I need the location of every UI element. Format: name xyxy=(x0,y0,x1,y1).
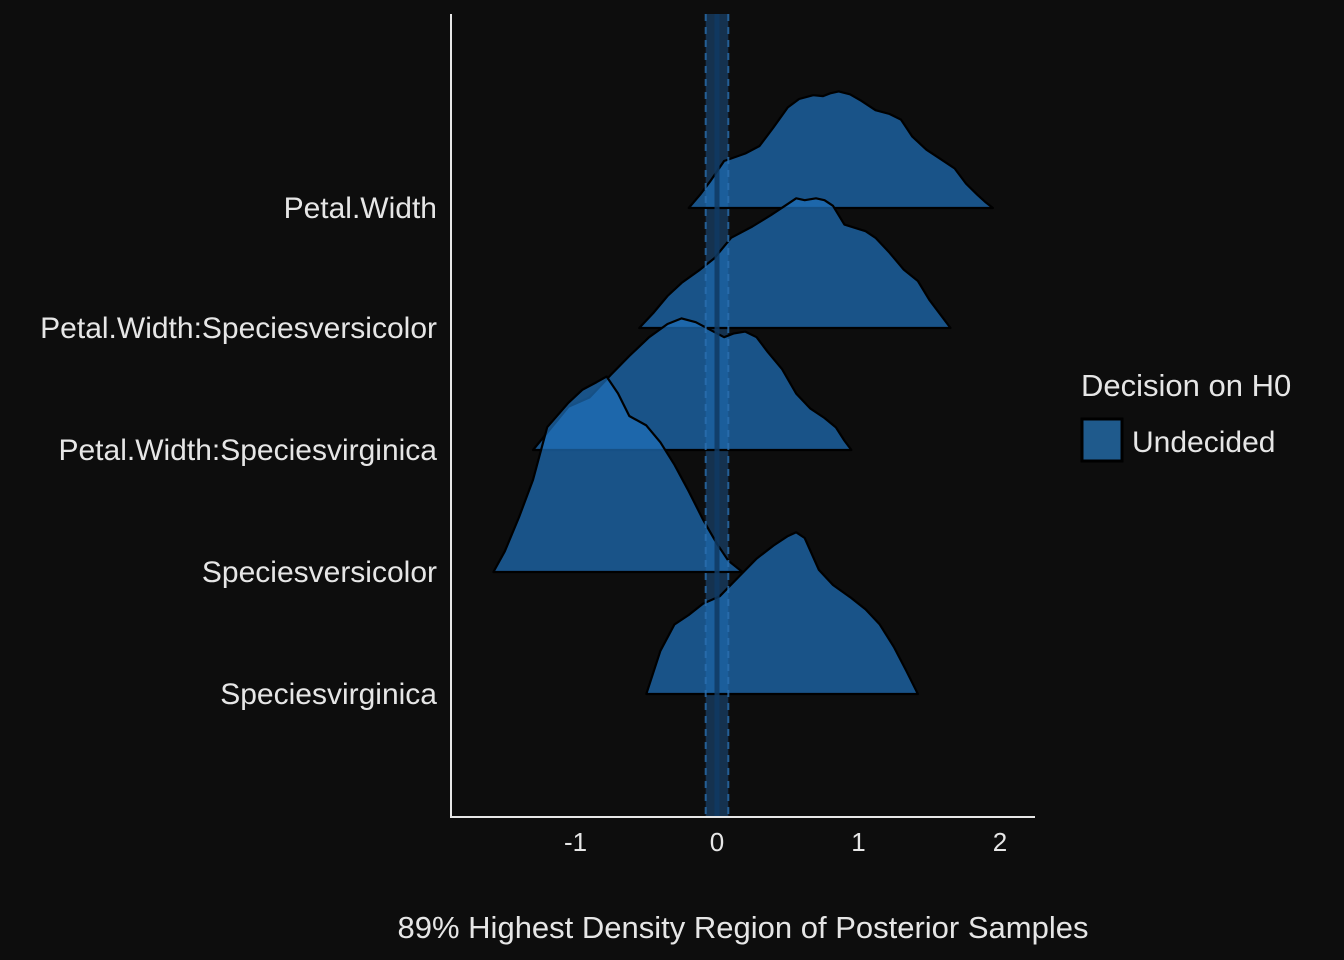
x-tick-label: 0 xyxy=(710,827,724,857)
y-tick-label: Petal.Width:Speciesvirginica xyxy=(58,434,437,467)
y-tick-label: Speciesversicolor xyxy=(202,556,437,589)
density-ridges xyxy=(492,90,994,696)
y-tick-labels: Petal.Width Petal.Width:Speciesversicolor… xyxy=(40,192,437,711)
x-tick-label: -1 xyxy=(564,827,587,857)
density-ridge-petal-width xyxy=(687,90,994,210)
x-tick-labels: -1 0 1 2 xyxy=(564,827,1007,857)
rope-lines xyxy=(704,14,730,817)
legend-label-undecided: Undecided xyxy=(1132,426,1275,459)
legend-swatch-undecided xyxy=(1080,417,1124,463)
legend: Decision on H0 Undecided xyxy=(1080,368,1291,463)
y-tick-label: Petal.Width xyxy=(284,192,437,225)
density-ridge-speciesvirginica xyxy=(645,531,919,696)
x-axis-title: 89% Highest Density Region of Posterior … xyxy=(398,910,1089,945)
y-tick-label: Speciesvirginica xyxy=(220,678,437,711)
x-tick-label: 1 xyxy=(851,827,865,857)
axes xyxy=(450,14,1035,818)
legend-title: Decision on H0 xyxy=(1081,368,1291,403)
x-tick-label: 2 xyxy=(993,827,1007,857)
y-tick-label: Petal.Width:Speciesversicolor xyxy=(40,312,437,345)
